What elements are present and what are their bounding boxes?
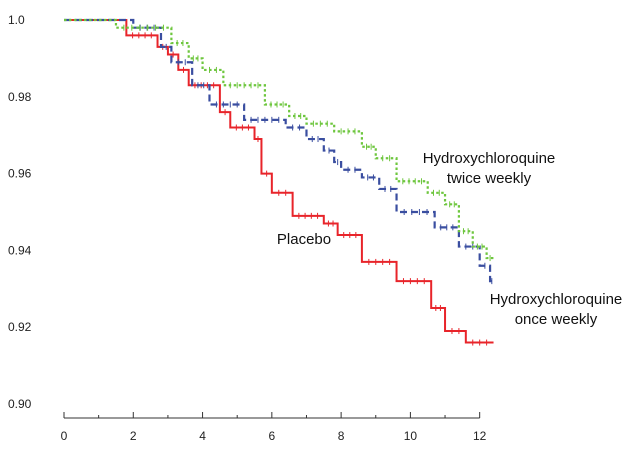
x-tick-label: 2	[130, 429, 137, 443]
censor-marks-2	[123, 24, 491, 262]
series-line-hydroxychloroquine-once-weekly	[64, 18, 494, 283]
x-tick-label: 8	[338, 429, 345, 443]
annotation-line: Hydroxychloroquine	[423, 150, 556, 167]
annotation-line: once weekly	[515, 311, 598, 328]
x-tick-label: 12	[473, 429, 487, 443]
annotation-line: Placebo	[277, 231, 331, 248]
annotation-placebo: Placebo	[277, 231, 331, 248]
censor-marks-0	[132, 32, 488, 346]
annotation-line: Hydroxychloroquine	[490, 291, 623, 308]
series-line-hydroxychloroquine-twice-weekly	[64, 18, 494, 260]
annotation-twice: Hydroxychloroquine twice weekly	[423, 150, 556, 187]
y-tick-label: 0.94	[8, 243, 32, 257]
chart-axes: 0 2 4 6 8 10 12 1.0 0.98 0.96 0.94 0.92 0.90	[8, 13, 487, 443]
x-tick-label: 0	[61, 429, 68, 443]
y-tick-label: 0.92	[8, 320, 32, 334]
annotation-line: twice weekly	[447, 170, 532, 187]
y-tick-label: 0.98	[8, 90, 32, 104]
series-line-placebo	[64, 19, 494, 344]
x-tick-label: 10	[404, 429, 418, 443]
y-tick-label: 1.0	[8, 13, 25, 27]
x-tick-label: 4	[199, 429, 206, 443]
x-tick-label: 6	[268, 429, 275, 443]
y-tick-label: 0.96	[8, 167, 32, 181]
series-layer	[64, 18, 494, 346]
annotation-once: Hydroxychloroquine once weekly	[490, 291, 623, 328]
y-tick-label: 0.90	[8, 397, 32, 411]
